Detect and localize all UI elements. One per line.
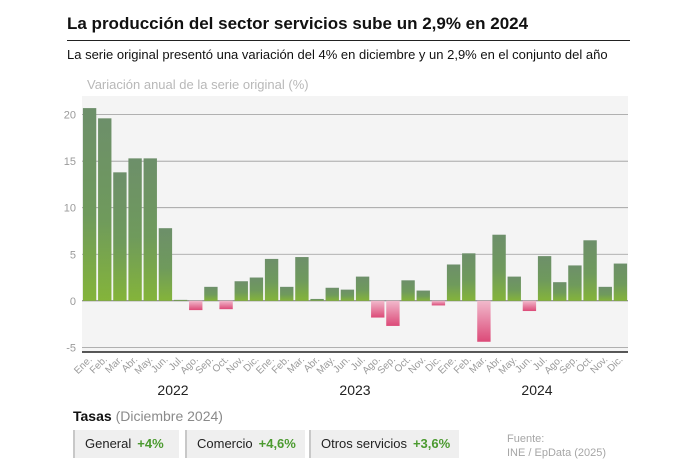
bar (173, 299, 188, 301)
bar (295, 257, 309, 301)
title-divider (67, 40, 630, 41)
bar (613, 263, 628, 301)
bar (264, 258, 279, 301)
y-tick-label: 0 (70, 296, 76, 308)
bar (340, 289, 355, 301)
bar (158, 228, 173, 301)
y-tick-label: 5 (70, 249, 76, 261)
bar (553, 282, 567, 301)
plot-area (82, 96, 628, 352)
bar (371, 300, 385, 318)
rate-value: +4% (137, 436, 164, 451)
x-tick-label: Dic. (606, 354, 626, 374)
bar (492, 234, 506, 301)
bar (82, 108, 97, 301)
bar (98, 118, 112, 301)
bar (462, 253, 476, 301)
y-tick-label: -5 (66, 342, 76, 354)
y-tick-label: 15 (64, 156, 76, 168)
rate-value: +4,6% (258, 436, 296, 451)
bar (401, 280, 415, 301)
bar (249, 277, 264, 301)
source-note: Fuente: INE / EpData (2025) (507, 432, 606, 460)
source-text: INE / EpData (2025) (507, 447, 607, 459)
bar (280, 286, 294, 301)
rate-chip-otros-servicios: Otros servicios +3,6% (309, 430, 459, 458)
bar (234, 281, 248, 301)
bar (113, 172, 127, 301)
y-tick-label: 20 (64, 110, 76, 122)
bar (355, 276, 370, 301)
tasas-heading: Tasas (Diciembre 2024) (73, 408, 223, 424)
tasas-title: Tasas (73, 408, 112, 424)
bar (507, 276, 521, 301)
bar (386, 300, 400, 326)
rate-label: Comercio (197, 436, 253, 451)
chart-subtitle: La serie original presentó una variación… (67, 47, 608, 62)
bar (416, 290, 430, 301)
bar (583, 240, 597, 301)
rate-chip-comercio: Comercio +4,6% (185, 430, 305, 458)
bar (310, 298, 324, 301)
bar (477, 300, 491, 342)
bar (568, 265, 582, 301)
bar (537, 256, 552, 301)
tasas-period: (Diciembre 2024) (115, 408, 223, 424)
y-tick-label: 10 (64, 203, 76, 215)
bar (598, 286, 612, 301)
year-label: 2022 (157, 382, 188, 398)
rate-label: General (85, 436, 132, 451)
year-label: 2023 (339, 382, 370, 398)
bar (325, 287, 339, 301)
y-axis-title: Variación anual de la serie original (%) (87, 77, 309, 92)
bar (219, 300, 233, 310)
bar (128, 158, 142, 301)
bar (204, 286, 218, 301)
rate-label: Otros servicios (321, 436, 407, 451)
rate-chip-general: General +4% (73, 430, 179, 458)
bar (522, 300, 537, 312)
bar (143, 158, 157, 301)
bar (189, 300, 203, 311)
bar (446, 264, 461, 301)
year-label: 2024 (521, 382, 552, 398)
rate-value: +3,6% (412, 436, 451, 451)
chart-title: La producción del sector servicios sube … (67, 14, 529, 33)
bar (431, 300, 446, 306)
source-label: Fuente: (507, 433, 545, 445)
